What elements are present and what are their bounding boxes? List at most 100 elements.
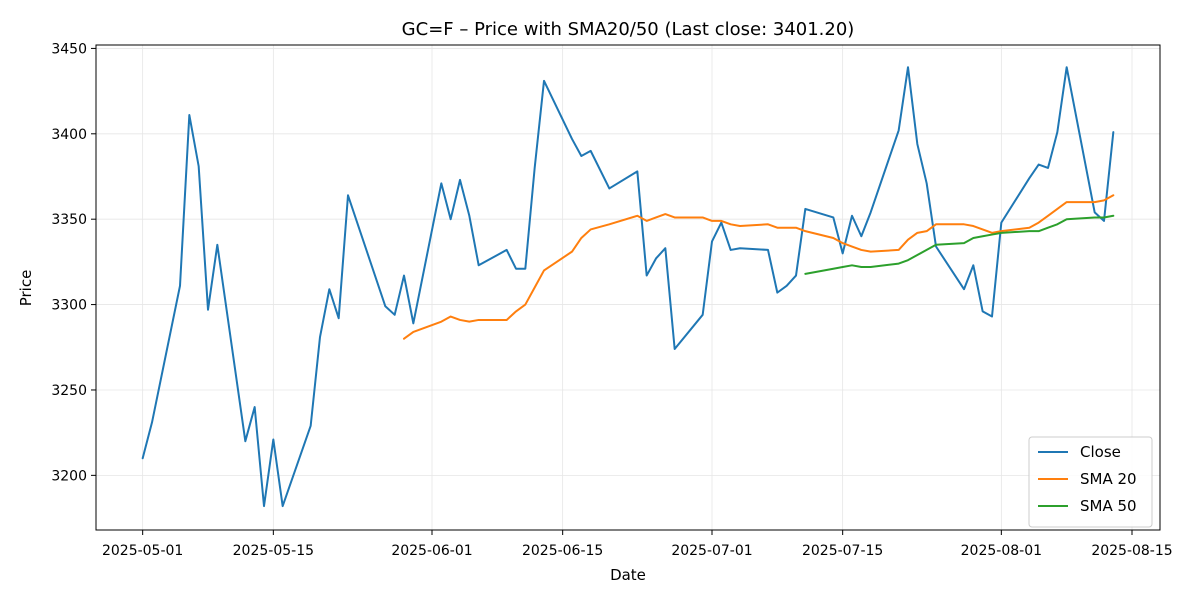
legend-entry-close: Close bbox=[1038, 443, 1121, 461]
y-axis: 3200 3250 3300 3350 3400 3450 bbox=[51, 41, 96, 484]
data-point-sma-20 bbox=[636, 215, 638, 217]
legend-label: SMA 50 bbox=[1080, 497, 1137, 515]
data-point-sma-20 bbox=[1103, 199, 1105, 201]
data-point-close bbox=[795, 275, 797, 277]
data-point-close bbox=[702, 314, 704, 316]
data-point-close bbox=[580, 155, 582, 157]
x-axis-label: Date bbox=[610, 566, 646, 584]
data-point-close bbox=[207, 309, 209, 311]
data-point-sma-20 bbox=[842, 242, 844, 244]
data-point-close bbox=[972, 264, 974, 266]
data-point-close bbox=[151, 421, 153, 423]
data-point-close bbox=[851, 215, 853, 217]
y-tick-label: 3200 bbox=[51, 468, 87, 484]
x-tick-label: 2025-06-15 bbox=[522, 543, 603, 559]
data-point-sma-20 bbox=[711, 220, 713, 222]
data-point-close bbox=[1112, 131, 1114, 133]
data-point-sma-20 bbox=[720, 220, 722, 222]
data-point-sma-20 bbox=[832, 237, 834, 239]
data-point-sma-20 bbox=[403, 338, 405, 340]
y-tick-label: 3400 bbox=[51, 127, 87, 143]
data-point-close bbox=[739, 247, 741, 249]
data-point-sma-20 bbox=[655, 216, 657, 218]
data-point-close bbox=[328, 288, 330, 290]
data-point-close bbox=[412, 322, 414, 324]
data-point-sma-50 bbox=[851, 264, 853, 266]
data-point-sma-20 bbox=[776, 227, 778, 229]
data-point-close bbox=[711, 240, 713, 242]
data-point-sma-50 bbox=[832, 268, 834, 270]
data-point-close bbox=[543, 80, 545, 82]
data-point-sma-50 bbox=[804, 273, 806, 275]
data-point-close bbox=[188, 114, 190, 116]
data-point-close bbox=[403, 275, 405, 277]
data-point-close bbox=[478, 264, 480, 266]
data-point-close bbox=[1028, 177, 1030, 179]
data-point-sma-50 bbox=[1028, 230, 1030, 232]
data-point-sma-20 bbox=[478, 319, 480, 321]
legend: Close SMA 20 SMA 50 bbox=[1028, 436, 1153, 528]
legend-label: SMA 20 bbox=[1080, 470, 1137, 488]
data-point-close bbox=[440, 182, 442, 184]
data-point-close bbox=[646, 275, 648, 277]
data-point-close bbox=[384, 305, 386, 307]
data-point-close bbox=[338, 317, 340, 319]
data-point-sma-20 bbox=[1066, 201, 1068, 203]
legend-entry-sma-50: SMA 50 bbox=[1038, 497, 1137, 515]
data-point-sma-20 bbox=[450, 316, 452, 318]
data-point-close bbox=[459, 179, 461, 181]
data-point-sma-20 bbox=[646, 220, 648, 222]
data-point-sma-50 bbox=[1056, 223, 1058, 225]
x-tick-label: 2025-05-01 bbox=[102, 543, 183, 559]
data-point-sma-20 bbox=[870, 251, 872, 253]
series-sma-50 bbox=[804, 214, 1115, 275]
series-line-close bbox=[141, 66, 1115, 508]
data-point-sma-20 bbox=[926, 230, 928, 232]
data-point-sma-50 bbox=[935, 244, 937, 246]
y-tick-label: 3350 bbox=[51, 212, 87, 228]
data-point-sma-20 bbox=[982, 228, 984, 230]
series-close bbox=[141, 66, 1115, 508]
data-point-close bbox=[963, 288, 965, 290]
data-point-sma-20 bbox=[935, 223, 937, 225]
data-point-close bbox=[450, 218, 452, 220]
data-point-sma-20 bbox=[515, 310, 517, 312]
data-point-close bbox=[608, 187, 610, 189]
y-axis-label: Price bbox=[17, 270, 35, 307]
data-point-sma-20 bbox=[459, 319, 461, 321]
data-point-close bbox=[804, 208, 806, 210]
data-point-sma-20 bbox=[795, 227, 797, 229]
data-point-sma-50 bbox=[842, 266, 844, 268]
data-point-close bbox=[534, 167, 536, 169]
data-point-close bbox=[319, 336, 321, 338]
data-point-sma-20 bbox=[543, 269, 545, 271]
data-point-sma-50 bbox=[963, 242, 965, 244]
data-point-sma-50 bbox=[907, 259, 909, 261]
data-point-close bbox=[394, 314, 396, 316]
data-point-close bbox=[767, 249, 769, 251]
y-tick-label: 3450 bbox=[51, 41, 87, 57]
data-point-sma-50 bbox=[972, 237, 974, 239]
data-point-sma-20 bbox=[1038, 222, 1040, 224]
data-point-close bbox=[786, 285, 788, 287]
legend-label: Close bbox=[1080, 443, 1121, 461]
data-point-close bbox=[590, 150, 592, 152]
data-point-sma-20 bbox=[440, 321, 442, 323]
data-point-sma-20 bbox=[1047, 215, 1049, 217]
data-point-close bbox=[282, 505, 284, 507]
data-point-sma-20 bbox=[804, 230, 806, 232]
data-point-close bbox=[916, 143, 918, 145]
data-point-close bbox=[198, 165, 200, 167]
data-point-close bbox=[468, 215, 470, 217]
data-point-sma-20 bbox=[860, 249, 862, 251]
data-point-close bbox=[776, 292, 778, 294]
data-point-sma-50 bbox=[1112, 215, 1114, 217]
data-point-sma-50 bbox=[1094, 216, 1096, 218]
data-point-close bbox=[524, 268, 526, 270]
data-point-close bbox=[926, 182, 928, 184]
x-tick-label: 2025-05-15 bbox=[233, 543, 314, 559]
data-point-sma-50 bbox=[916, 254, 918, 256]
x-axis: 2025-05-01 2025-05-15 2025-06-01 2025-06-15… bbox=[102, 530, 1173, 559]
data-point-close bbox=[142, 457, 144, 459]
data-point-close bbox=[991, 316, 993, 318]
